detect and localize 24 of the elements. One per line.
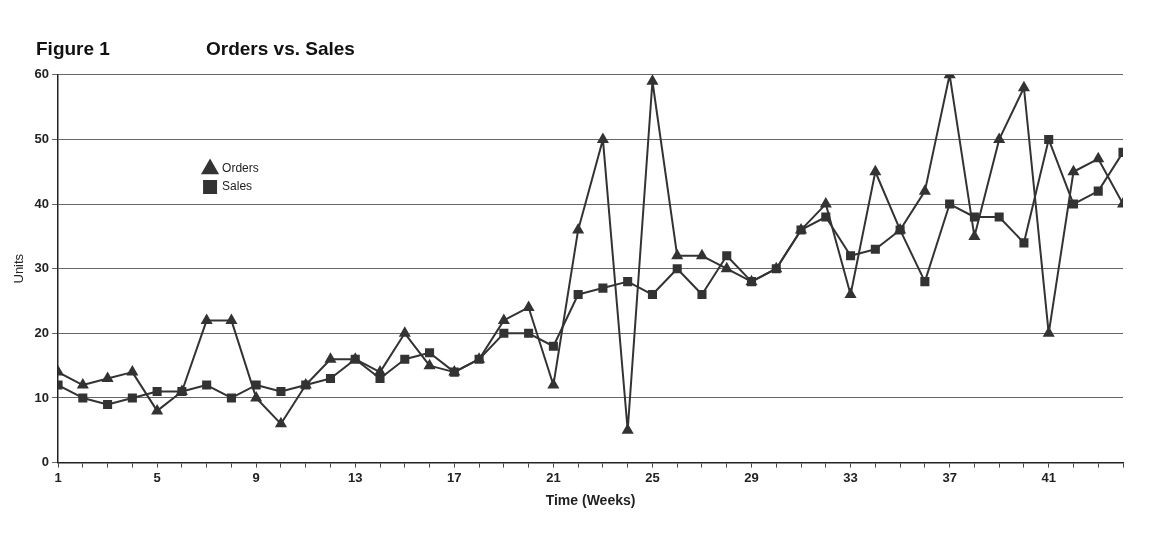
x-tick-label: 9: [252, 469, 260, 485]
x-tick-label: 5: [153, 469, 161, 485]
y-axis-title: Units: [11, 253, 27, 284]
chart-title: Figure 1: [36, 38, 111, 60]
x-tick-label: 25: [645, 469, 660, 485]
legend-label: Orders: [222, 161, 259, 176]
y-tick-label: 40: [34, 195, 50, 211]
y-tick-label: 60: [34, 66, 50, 82]
y-tick-label: 50: [34, 131, 50, 147]
y-tick-label: 10: [34, 389, 50, 405]
y-tick-label: 30: [34, 260, 50, 276]
x-tick-label: 29: [744, 469, 759, 485]
chart-subtitle: Orders vs. Sales: [206, 38, 355, 60]
x-axis-title: Time (Weeks): [545, 492, 636, 509]
y-tick-label: 0: [41, 454, 50, 470]
x-tick-label: 17: [447, 469, 462, 485]
x-tick-label: 21: [546, 469, 561, 485]
legend-label: Sales: [222, 179, 253, 194]
x-tick-label: 13: [348, 469, 363, 485]
x-tick-label: 33: [843, 469, 858, 485]
x-tick-label: 37: [942, 469, 957, 485]
x-tick-label: 41: [1041, 469, 1056, 485]
x-tick-label: 1: [54, 469, 62, 485]
y-tick-label: 20: [34, 324, 50, 340]
